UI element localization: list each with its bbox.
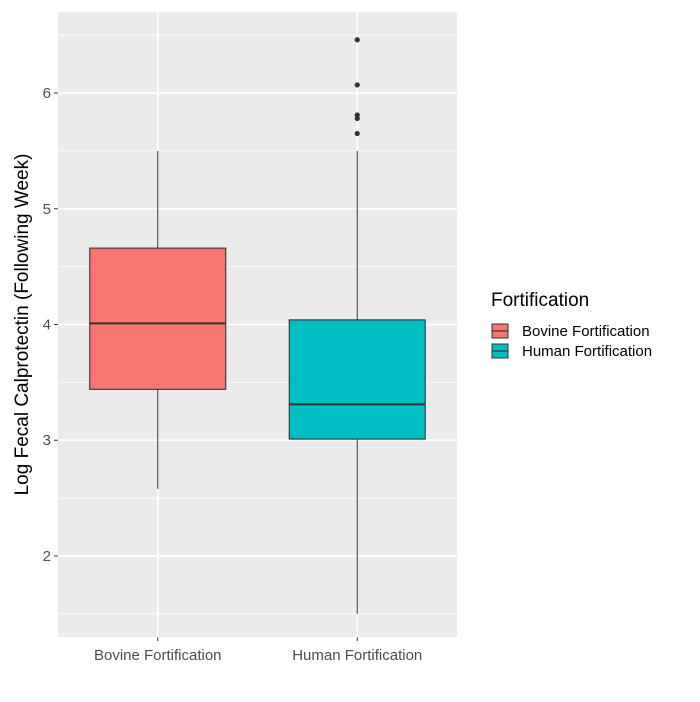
x-tick-label: Bovine Fortification <box>94 647 222 664</box>
boxes-layer <box>89 37 426 614</box>
legend-label: Human Fortification <box>522 343 652 360</box>
y-tick-label: 4 <box>43 317 51 334</box>
legend-title: Fortification <box>491 290 589 311</box>
box-bovine-fortification <box>89 150 227 489</box>
y-tick-label: 2 <box>43 548 51 565</box>
outlier-point <box>354 112 360 118</box>
box-human-fortification <box>288 37 426 614</box>
legend-entry: Bovine Fortification <box>491 323 650 340</box>
y-tick-label: 3 <box>43 432 51 449</box>
axes-layer: 2 3 4 5 6 Bovine Fortification Human Fortifica… <box>43 85 423 664</box>
outlier-point <box>354 82 360 88</box>
x-tick-label: Human Fortification <box>292 647 422 664</box>
legend-label: Bovine Fortification <box>522 323 650 340</box>
box-iqr <box>288 319 426 440</box>
box-iqr <box>89 247 227 390</box>
y-tick-label: 5 <box>43 201 51 218</box>
y-tick-label: 6 <box>43 85 51 102</box>
legend-entry: Human Fortification <box>491 343 652 360</box>
legend: Fortification Bovine Fortification Human … <box>491 290 652 360</box>
y-axis-title: Log Fecal Calprotectin (Following Week) <box>12 154 33 496</box>
outlier-point <box>354 37 360 43</box>
outlier-point <box>354 130 360 137</box>
